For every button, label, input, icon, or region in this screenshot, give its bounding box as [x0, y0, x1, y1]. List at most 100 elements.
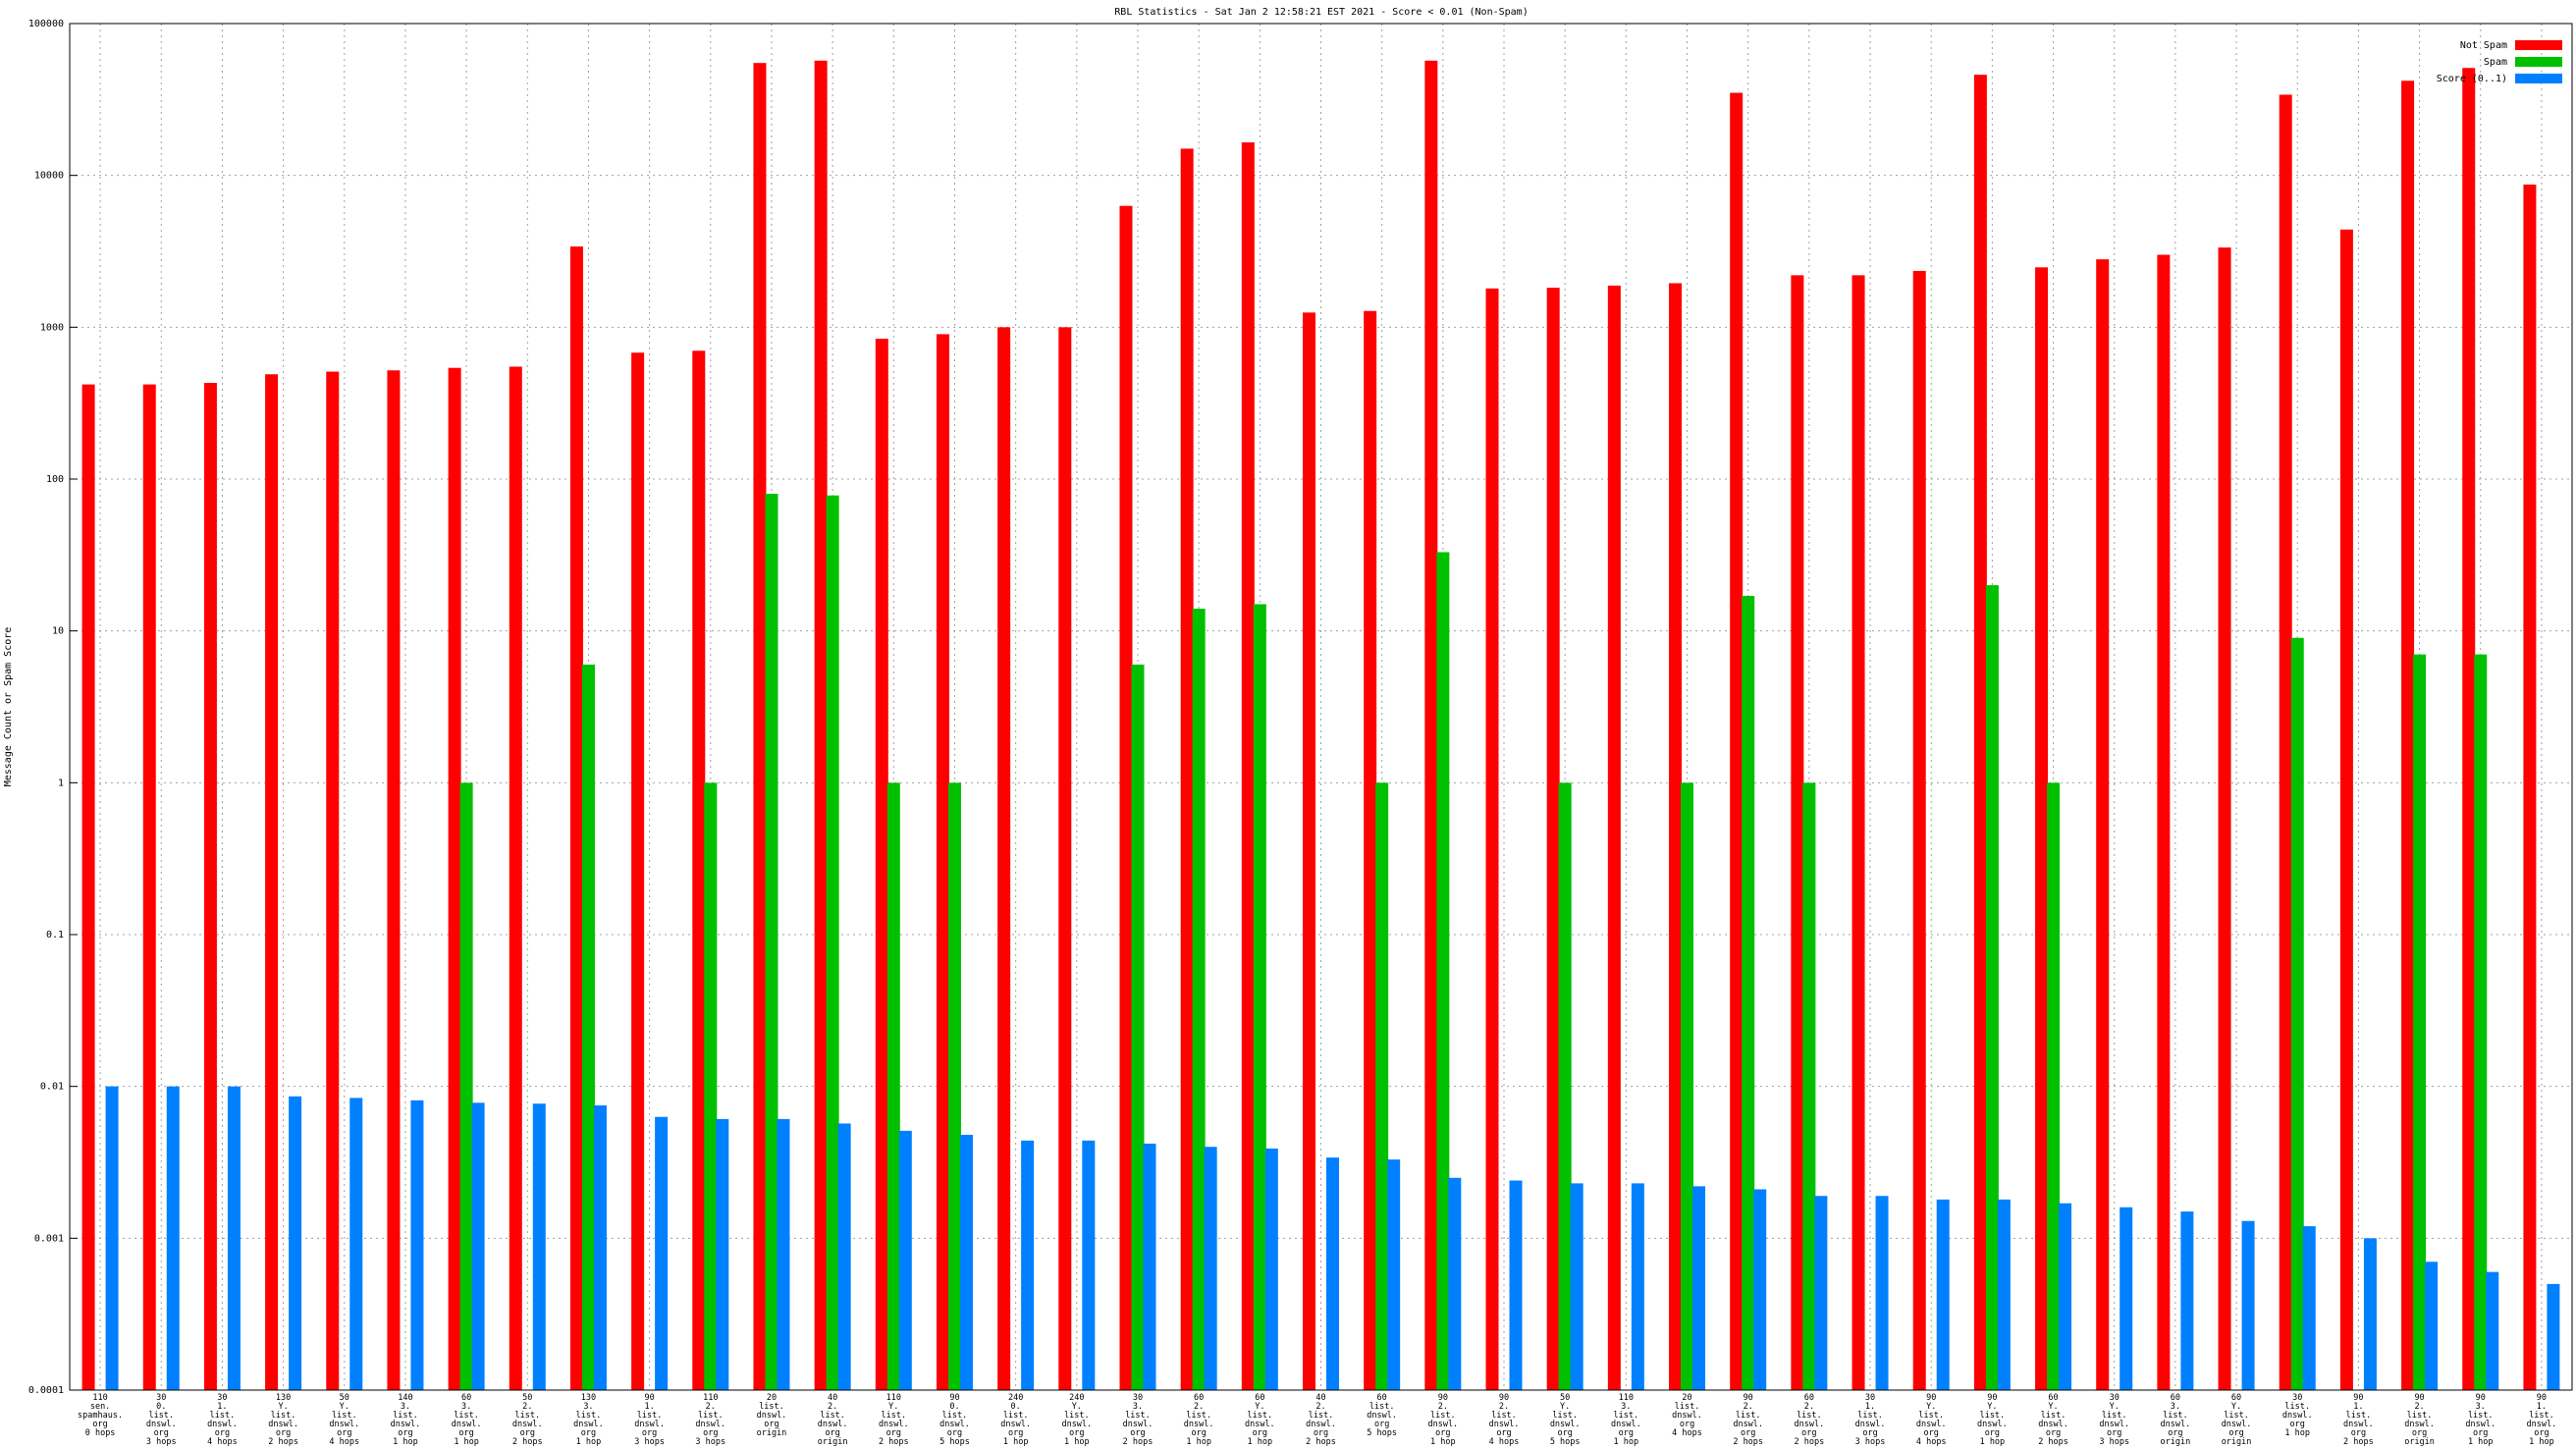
- bar: [1791, 275, 1804, 1390]
- bar: [753, 63, 767, 1391]
- x-tick-label: 90 2. list. dnswl. org 2 hops: [1733, 1393, 1764, 1447]
- bar: [1814, 1196, 1828, 1390]
- bar: [947, 782, 961, 1390]
- bar: [265, 374, 279, 1391]
- x-tick-label: 130 3. list. dnswl. org 1 hop: [573, 1393, 604, 1447]
- x-tick-label: 240 0. list. dnswl. org 1 hop: [1000, 1393, 1031, 1447]
- bar: [166, 1086, 180, 1390]
- x-tick-label: 30 1. list. dnswl. org 4 hops: [207, 1393, 238, 1447]
- legend-swatch: [2515, 40, 2562, 50]
- bar: [2047, 782, 2061, 1390]
- x-tick-label: 90 2. list. dnswl. org 4 hops: [1488, 1393, 1520, 1447]
- bar: [1364, 310, 1377, 1391]
- bar: [1436, 552, 1450, 1390]
- bar: [105, 1086, 119, 1390]
- bar: [203, 383, 217, 1390]
- bar: [471, 1102, 485, 1390]
- bar: [1852, 275, 1865, 1390]
- bar: [1973, 75, 1987, 1390]
- y-tick-label: 100000: [28, 19, 64, 29]
- bar: [2096, 259, 2110, 1391]
- bar: [227, 1086, 241, 1390]
- bar: [826, 495, 839, 1391]
- x-tick-label: 60 3. list. dnswl. org 1 hop: [451, 1393, 482, 1447]
- x-tick-label: 110 sen. spamhaus. org 0 hops: [78, 1393, 124, 1438]
- bar: [1119, 205, 1133, 1390]
- x-tick-label: 20 list. dnswl. org 4 hops: [1672, 1393, 1702, 1438]
- x-tick-label: 30 3. list. dnswl. org 2 hops: [1122, 1393, 1154, 1447]
- x-tick-label: 60 2. list. dnswl. org 1 hop: [1183, 1393, 1214, 1447]
- bar: [2339, 229, 2353, 1391]
- y-tick-label: 1: [58, 778, 64, 788]
- bar: [1558, 782, 1572, 1390]
- bar: [1669, 283, 1683, 1391]
- x-tick-label: 130 Y. list. dnswl. org 2 hops: [268, 1393, 298, 1447]
- legend-swatch: [2515, 57, 2562, 67]
- bar: [2035, 267, 2049, 1390]
- bar: [1241, 142, 1255, 1390]
- legend-swatch: [2515, 74, 2562, 83]
- bar: [1448, 1177, 1462, 1390]
- chart-title: RBL Statistics - Sat Jan 2 12:58:21 EST …: [1114, 7, 1528, 18]
- bar: [2157, 254, 2171, 1390]
- x-tick-label: 90 0. list. dnswl. org 5 hops: [939, 1393, 970, 1447]
- bar: [1375, 782, 1389, 1390]
- x-tick-label: 50 2. list. dnswl. org 2 hops: [511, 1393, 543, 1447]
- bar: [2302, 1226, 2316, 1390]
- x-tick-label: 30 0. list. dnswl. org 3 hops: [145, 1393, 177, 1447]
- bar: [997, 327, 1011, 1390]
- bar: [837, 1123, 851, 1390]
- bar: [2401, 80, 2415, 1391]
- bar: [1485, 288, 1499, 1390]
- bar: [1802, 782, 1816, 1390]
- x-tick-label: 110 Y. list. dnswl. org 2 hops: [878, 1393, 909, 1447]
- bar: [1570, 1183, 1583, 1390]
- bar: [142, 384, 156, 1390]
- x-tick-label: 30 1. list. dnswl. org 3 hops: [1854, 1393, 1886, 1447]
- bar: [936, 334, 949, 1390]
- plot-frame: [69, 23, 2573, 1391]
- x-tick-label: 240 Y. list. dnswl. org 1 hop: [1061, 1393, 1093, 1447]
- y-axis-label: Message Count or Spam Score: [3, 627, 14, 787]
- bar: [2547, 1283, 2560, 1390]
- x-tick-label: 90 1. list. dnswl. org 1 hop: [2526, 1393, 2557, 1447]
- bar: [569, 246, 583, 1391]
- x-tick-label: 90 Y. list. dnswl. org 4 hops: [1915, 1393, 1947, 1447]
- x-tick-label: 60 list. dnswl. org 5 hops: [1367, 1393, 1398, 1438]
- bar: [593, 1104, 607, 1390]
- bar: [2425, 1261, 2439, 1390]
- x-tick-label: 60 Y. list. dnswl. org origin: [2221, 1393, 2252, 1447]
- x-tick-label: 90 1. list. dnswl. org 3 hops: [634, 1393, 665, 1447]
- bar: [1875, 1196, 1889, 1390]
- bar: [1253, 604, 1266, 1390]
- bar: [1607, 285, 1621, 1390]
- bar: [2120, 1207, 2133, 1390]
- x-tick-label: 110 2. list. dnswl. org 3 hops: [695, 1393, 726, 1447]
- y-tick-label: 10000: [34, 171, 64, 182]
- bar: [2462, 68, 2476, 1391]
- bar: [959, 1134, 973, 1390]
- x-tick-label: 60 2. list. dnswl. org 2 hops: [1794, 1393, 1825, 1447]
- bar: [459, 782, 473, 1390]
- bar: [2486, 1271, 2499, 1390]
- bar: [1424, 60, 1438, 1390]
- bar: [1509, 1180, 1523, 1390]
- bar: [387, 370, 401, 1390]
- bar: [509, 366, 522, 1390]
- bar: [1303, 312, 1315, 1390]
- legend-label: Spam: [2484, 57, 2507, 68]
- x-tick-label: 110 3. list. dnswl. org 1 hop: [1610, 1393, 1641, 1447]
- y-tick-label: 0.01: [40, 1082, 64, 1093]
- bar: [1204, 1147, 1217, 1390]
- bar: [2059, 1203, 2072, 1390]
- bar: [1692, 1186, 1706, 1390]
- bar: [692, 350, 706, 1390]
- y-tick-label: 0.001: [34, 1233, 64, 1244]
- bar: [1753, 1189, 1767, 1390]
- bar: [581, 664, 595, 1390]
- x-tick-label: 90 2. list. dnswl. org origin: [2404, 1393, 2435, 1447]
- x-tick-label: 60 3. list. dnswl. org origin: [2160, 1393, 2191, 1447]
- y-tick-label: 10: [52, 626, 64, 637]
- bar: [1326, 1157, 1339, 1390]
- x-tick-label: 30 Y. list. dnswl. org 3 hops: [2099, 1393, 2130, 1447]
